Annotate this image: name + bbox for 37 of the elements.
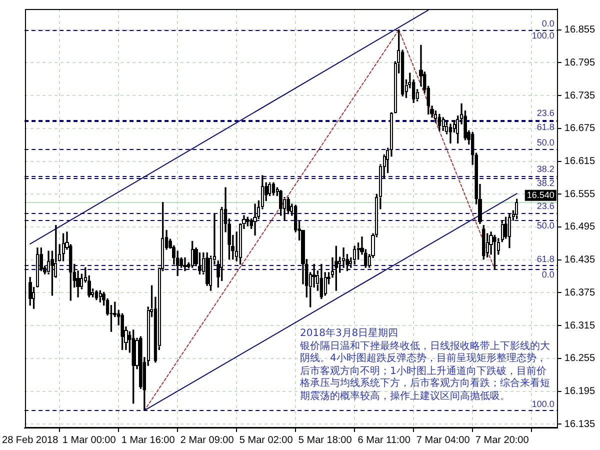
- annotation: 银价隔日温和下挫最终收低，日线报收略带上下影线的大阴线。4小时图超跌反弹态势，目前呈现矩形整理态势，后市客观方向不明；1小时图上升通道向下跌破，目前价格承压与均线系统下方，后市客观方向看跌；综合来看短期震荡的概率较高，操作上建议区间高抛低吸。: [300, 340, 550, 402]
- y-tick-label: 16.495: [564, 222, 596, 233]
- annotation: 100.0: [532, 398, 554, 409]
- y-tick-label: 16.795: [564, 57, 596, 68]
- annotation: 50.0: [536, 220, 554, 230]
- y-tick-label: 16.735: [564, 90, 596, 102]
- x-tick-label: 5 Mar 02:00: [239, 434, 294, 446]
- y-tick-label: 16.855: [564, 24, 596, 36]
- y-tick-label: 16.555: [564, 188, 596, 200]
- x-tick-label: 1 Mar 16:00: [121, 434, 176, 446]
- y-tick-label: 16.375: [564, 287, 596, 298]
- annotation: 23.6: [536, 108, 554, 118]
- x-tick-label: 2 Mar 09:00: [180, 434, 234, 446]
- annotation: 38.2: [536, 178, 554, 188]
- x-tick-label: 28 Feb 2018: [2, 434, 59, 446]
- y-tick-label: 16.675: [564, 123, 596, 134]
- annotation: 61.8: [536, 254, 554, 264]
- y-tick-label: 16.195: [564, 386, 596, 398]
- x-tick-label: 1 Mar 00:00: [62, 434, 116, 446]
- annotation: 100.0: [532, 30, 554, 40]
- ref-line-label: 16.540: [526, 190, 554, 200]
- annotation: 38.2: [536, 164, 554, 174]
- y-tick-label: 16.315: [564, 320, 596, 332]
- x-tick-label: 6 Mar 11:00: [358, 434, 411, 446]
- annotation: 61.8: [536, 122, 554, 132]
- x-tick-label: 5 Mar 18:00: [298, 434, 352, 446]
- annotation: 23.6: [536, 201, 554, 212]
- annotation: 2018年3月8日星期四: [300, 328, 400, 340]
- y-tick-label: 16.615: [564, 156, 596, 168]
- annotation: 50.0: [536, 138, 554, 148]
- y-tick-label: 16.135: [564, 418, 596, 430]
- annotation: 0.0: [542, 270, 554, 280]
- y-tick-label: 16.255: [564, 353, 596, 364]
- x-tick-label: 7 Mar 04:00: [416, 434, 470, 446]
- annotation: 0.0: [542, 18, 554, 28]
- y-tick-label: 16.435: [564, 254, 596, 266]
- x-tick-label: 7 Mar 20:00: [475, 434, 530, 446]
